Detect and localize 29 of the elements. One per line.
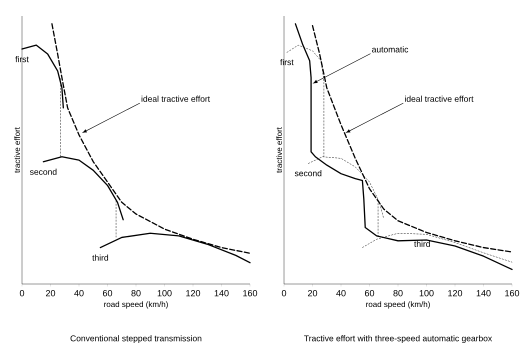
series-label: third	[92, 254, 108, 261]
x-tick-label: 160	[505, 290, 520, 296]
x-tick-label: 0	[20, 290, 24, 296]
text: Tractive effort with three-speed automatic gearbox	[304, 335, 492, 344]
text: Conventional stepped transmission	[70, 335, 202, 344]
series-label: second	[30, 168, 56, 175]
x-tick-label: 20	[46, 290, 56, 296]
annotation: automatic	[372, 46, 408, 52]
x-tick-label: 100	[420, 290, 434, 296]
x-tick-label: 140	[476, 290, 491, 296]
x-tick-label: 140	[214, 290, 229, 296]
x-tick-label: 160	[243, 290, 258, 296]
x-tick-label: 40	[74, 290, 84, 296]
x-tick-label: 120	[186, 290, 200, 296]
series-label: second	[294, 170, 322, 176]
x-tick-label: 80	[393, 290, 403, 296]
x-tick-label: 40	[336, 290, 346, 296]
x-tick-label: 20	[308, 290, 318, 296]
annotation: ideal tractive effort	[405, 96, 474, 102]
x-tick-label: 60	[364, 290, 374, 296]
annotation: ideal tractive effort	[142, 96, 210, 102]
series-label: first	[280, 58, 294, 66]
x-tick-label: 60	[102, 290, 112, 296]
x-tick-label: 0	[282, 290, 286, 296]
x-tick-label: 120	[448, 290, 462, 296]
x-tick-label: 80	[131, 290, 141, 296]
x-tick-label: 100	[158, 290, 172, 296]
series-label: third	[414, 240, 430, 247]
series-label: first	[15, 56, 29, 62]
